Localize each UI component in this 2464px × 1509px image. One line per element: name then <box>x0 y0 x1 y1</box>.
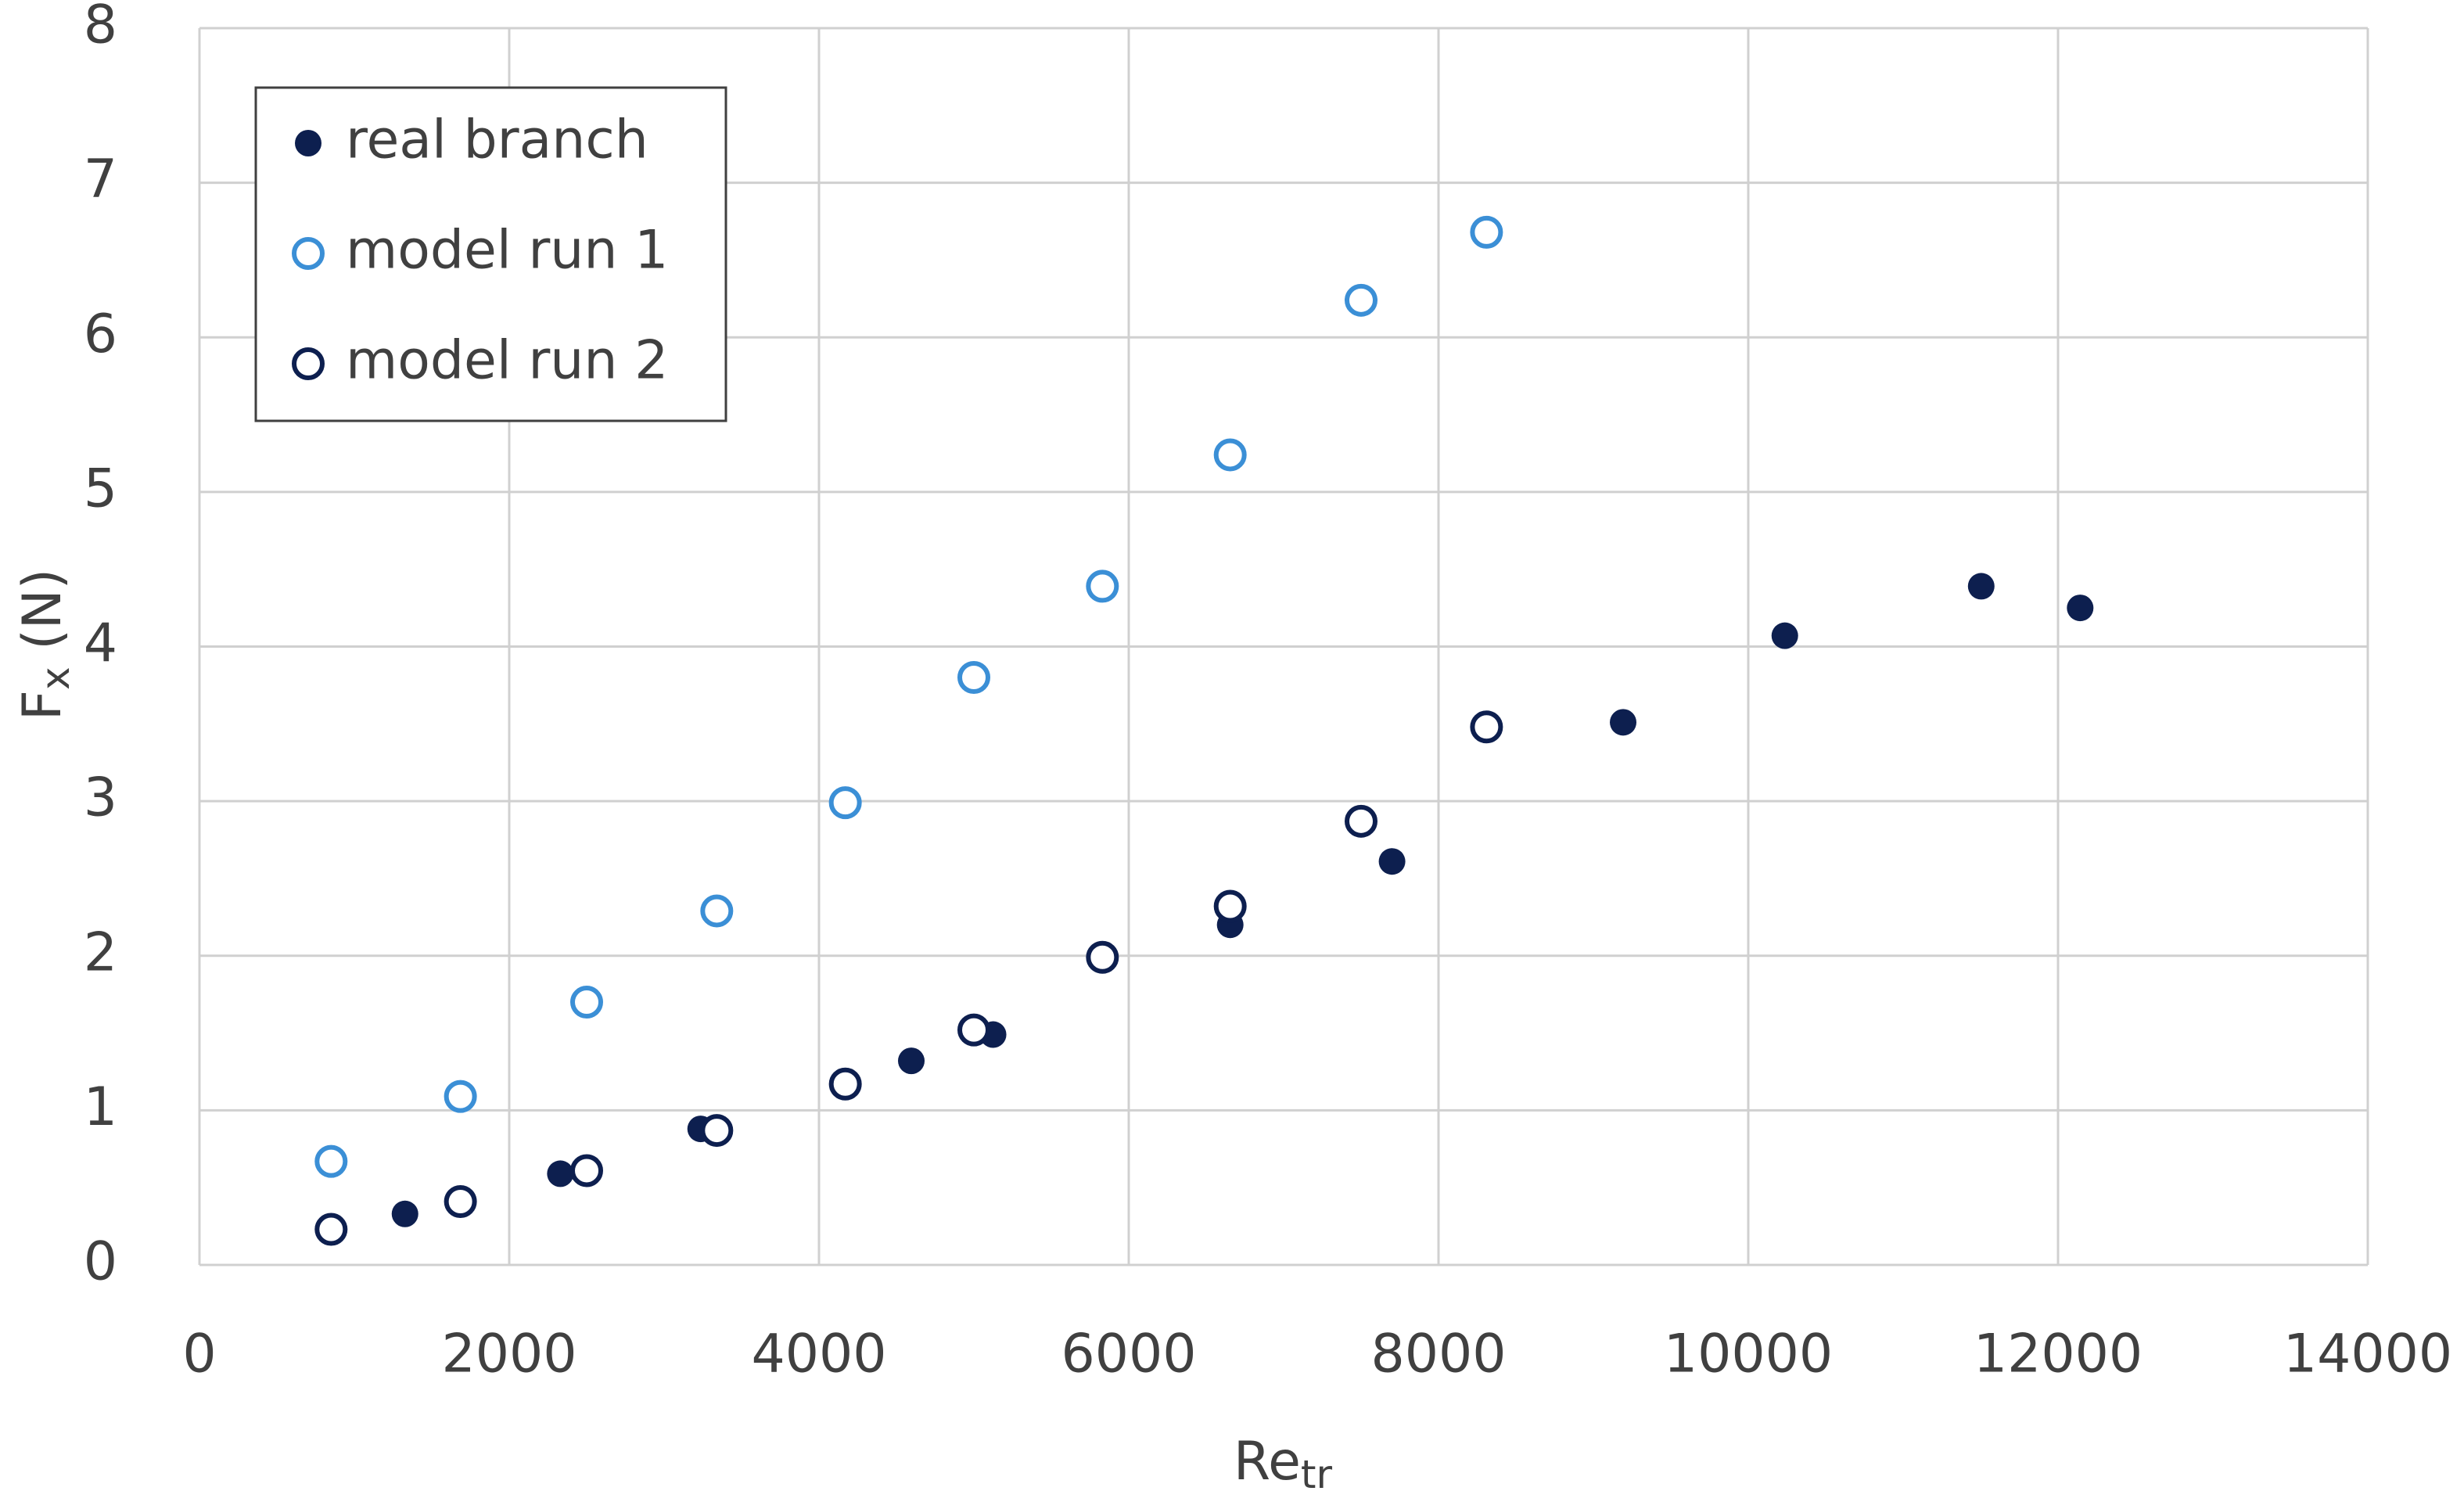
point <box>700 894 734 928</box>
series <box>314 215 1503 1178</box>
y-axis-label: Fx (N) <box>12 569 78 720</box>
point <box>1470 215 1503 249</box>
point <box>1086 940 1119 974</box>
x-axis-label: Retr <box>1234 1431 1333 1497</box>
point <box>700 1114 734 1148</box>
y-label-rest: (N) <box>12 569 74 667</box>
y-tick-label: 1 <box>84 1076 117 1138</box>
x-tick-label: 0 <box>182 1324 216 1385</box>
x-tick-label: 2000 <box>441 1324 576 1385</box>
legend-marker <box>292 237 325 270</box>
legend-label: model run 1 <box>346 220 668 282</box>
y-tick-label: 4 <box>84 613 117 674</box>
point <box>2067 595 2094 622</box>
y-tick-label: 0 <box>84 1231 117 1293</box>
point <box>1345 804 1377 838</box>
y-tick-label: 2 <box>84 922 117 983</box>
x-label-base: Re <box>1234 1431 1301 1493</box>
x-tick-label: 10000 <box>1664 1324 1833 1385</box>
point <box>828 1067 862 1101</box>
point <box>314 1213 348 1246</box>
x-label-sub: tr <box>1301 1452 1333 1497</box>
point <box>444 1080 477 1113</box>
point <box>1086 569 1119 603</box>
x-tick-label: 14000 <box>2283 1324 2452 1385</box>
point <box>1771 622 1798 649</box>
y-tick-label: 8 <box>84 0 117 56</box>
point <box>314 1144 348 1178</box>
y-tick-label: 5 <box>84 458 117 519</box>
y-tick-label: 3 <box>84 767 117 829</box>
point <box>444 1184 477 1218</box>
series <box>314 710 1503 1246</box>
point <box>957 661 990 695</box>
point <box>547 1160 574 1187</box>
legend-label: real branch <box>346 110 648 171</box>
y-tick-label: 6 <box>84 304 117 365</box>
point <box>1610 709 1637 736</box>
point <box>570 1154 603 1187</box>
point <box>898 1047 925 1075</box>
point <box>1345 283 1377 317</box>
legend-marker <box>292 347 325 380</box>
point <box>570 986 603 1019</box>
point <box>1378 848 1406 875</box>
y-tick-label: 7 <box>84 149 117 210</box>
point <box>1213 438 1247 472</box>
legend: real branch model run 1 model run 2 <box>254 86 727 422</box>
x-tick-label: 12000 <box>1974 1324 2143 1385</box>
point <box>957 1013 990 1047</box>
x-tick-label: 6000 <box>1061 1324 1196 1385</box>
point <box>391 1200 418 1227</box>
point <box>1967 573 1995 600</box>
point <box>1213 889 1247 923</box>
point <box>828 786 862 820</box>
y-label-sub: x <box>33 666 78 690</box>
y-label-base: F <box>12 690 74 720</box>
x-tick-label: 8000 <box>1370 1324 1506 1385</box>
legend-label: model run 2 <box>346 330 668 392</box>
point <box>1470 710 1503 744</box>
legend-box <box>254 86 727 422</box>
x-tick-label: 4000 <box>751 1324 886 1385</box>
legend-marker <box>295 130 321 156</box>
